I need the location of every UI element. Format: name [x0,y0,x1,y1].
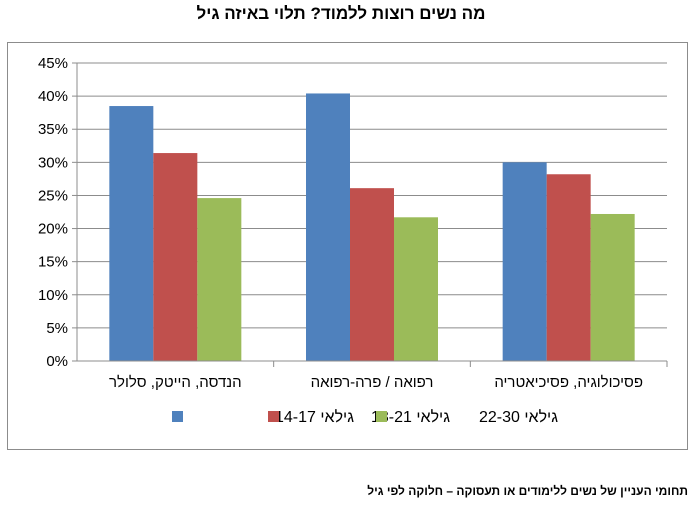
bars [109,93,635,361]
legend-item: גילאי 22-30 [376,408,558,426]
y-tick-label: 25% [38,187,68,204]
category-labels: הנדסה, הייטק, סלולר רפואה / פרה-רפואה פסיכ… [109,374,643,391]
axes [72,62,668,367]
legend-item: גילאי 14-17 [172,408,354,426]
legend-swatch [268,411,279,422]
category-label: רפואה / פרה-רפואה [311,374,434,391]
y-tick-label: 40% [38,88,68,105]
bar-chart: 0% 5% 10% 15% 20% 25% 30% 35% 40% 45% הנדסה, הייט… [38,55,668,426]
y-tick-label: 20% [38,221,68,238]
bar [306,93,350,361]
legend: גילאי 14-17 גילאי 18-21 גילאי 22-30 [172,408,558,426]
legend-label: גילאי 22-30 [479,408,558,426]
legend-label: גילאי 14-17 [275,408,354,426]
category-label: פסיכולוגיה, פסיכיאטריה [494,374,643,391]
legend-item: גילאי 18-21 [268,408,450,426]
bar [197,198,242,361]
bar [502,162,547,361]
chart-area: 0% 5% 10% 15% 20% 25% 30% 35% 40% 45% הנדסה, הייט… [7,42,688,450]
bar [350,188,394,361]
y-tick-label: 45% [38,55,68,72]
legend-swatch [172,411,183,422]
y-tick-label: 10% [38,287,68,304]
bar [153,153,198,361]
legend-label: גילאי 18-21 [371,408,450,426]
legend-swatch [376,411,387,422]
page-title: מה נשים רוצות ללמוד? תלוי באיזה גיל [196,4,486,23]
bar [109,106,154,361]
y-tick-labels: 0% 5% 10% 15% 20% 25% 30% 35% 40% 45% [38,55,68,370]
category-label: הנדסה, הייטק, סלולר [109,374,242,391]
bar [590,213,635,361]
y-tick-label: 0% [46,353,68,370]
figure-caption: תחומי העניין של נשים ללימודים או תעסוקה … [367,484,688,498]
y-tick-label: 35% [38,121,68,138]
y-tick-label: 15% [38,254,68,271]
bar [546,174,591,361]
y-tick-label: 30% [38,154,68,171]
y-tick-label: 5% [46,320,68,337]
bar [394,217,438,361]
